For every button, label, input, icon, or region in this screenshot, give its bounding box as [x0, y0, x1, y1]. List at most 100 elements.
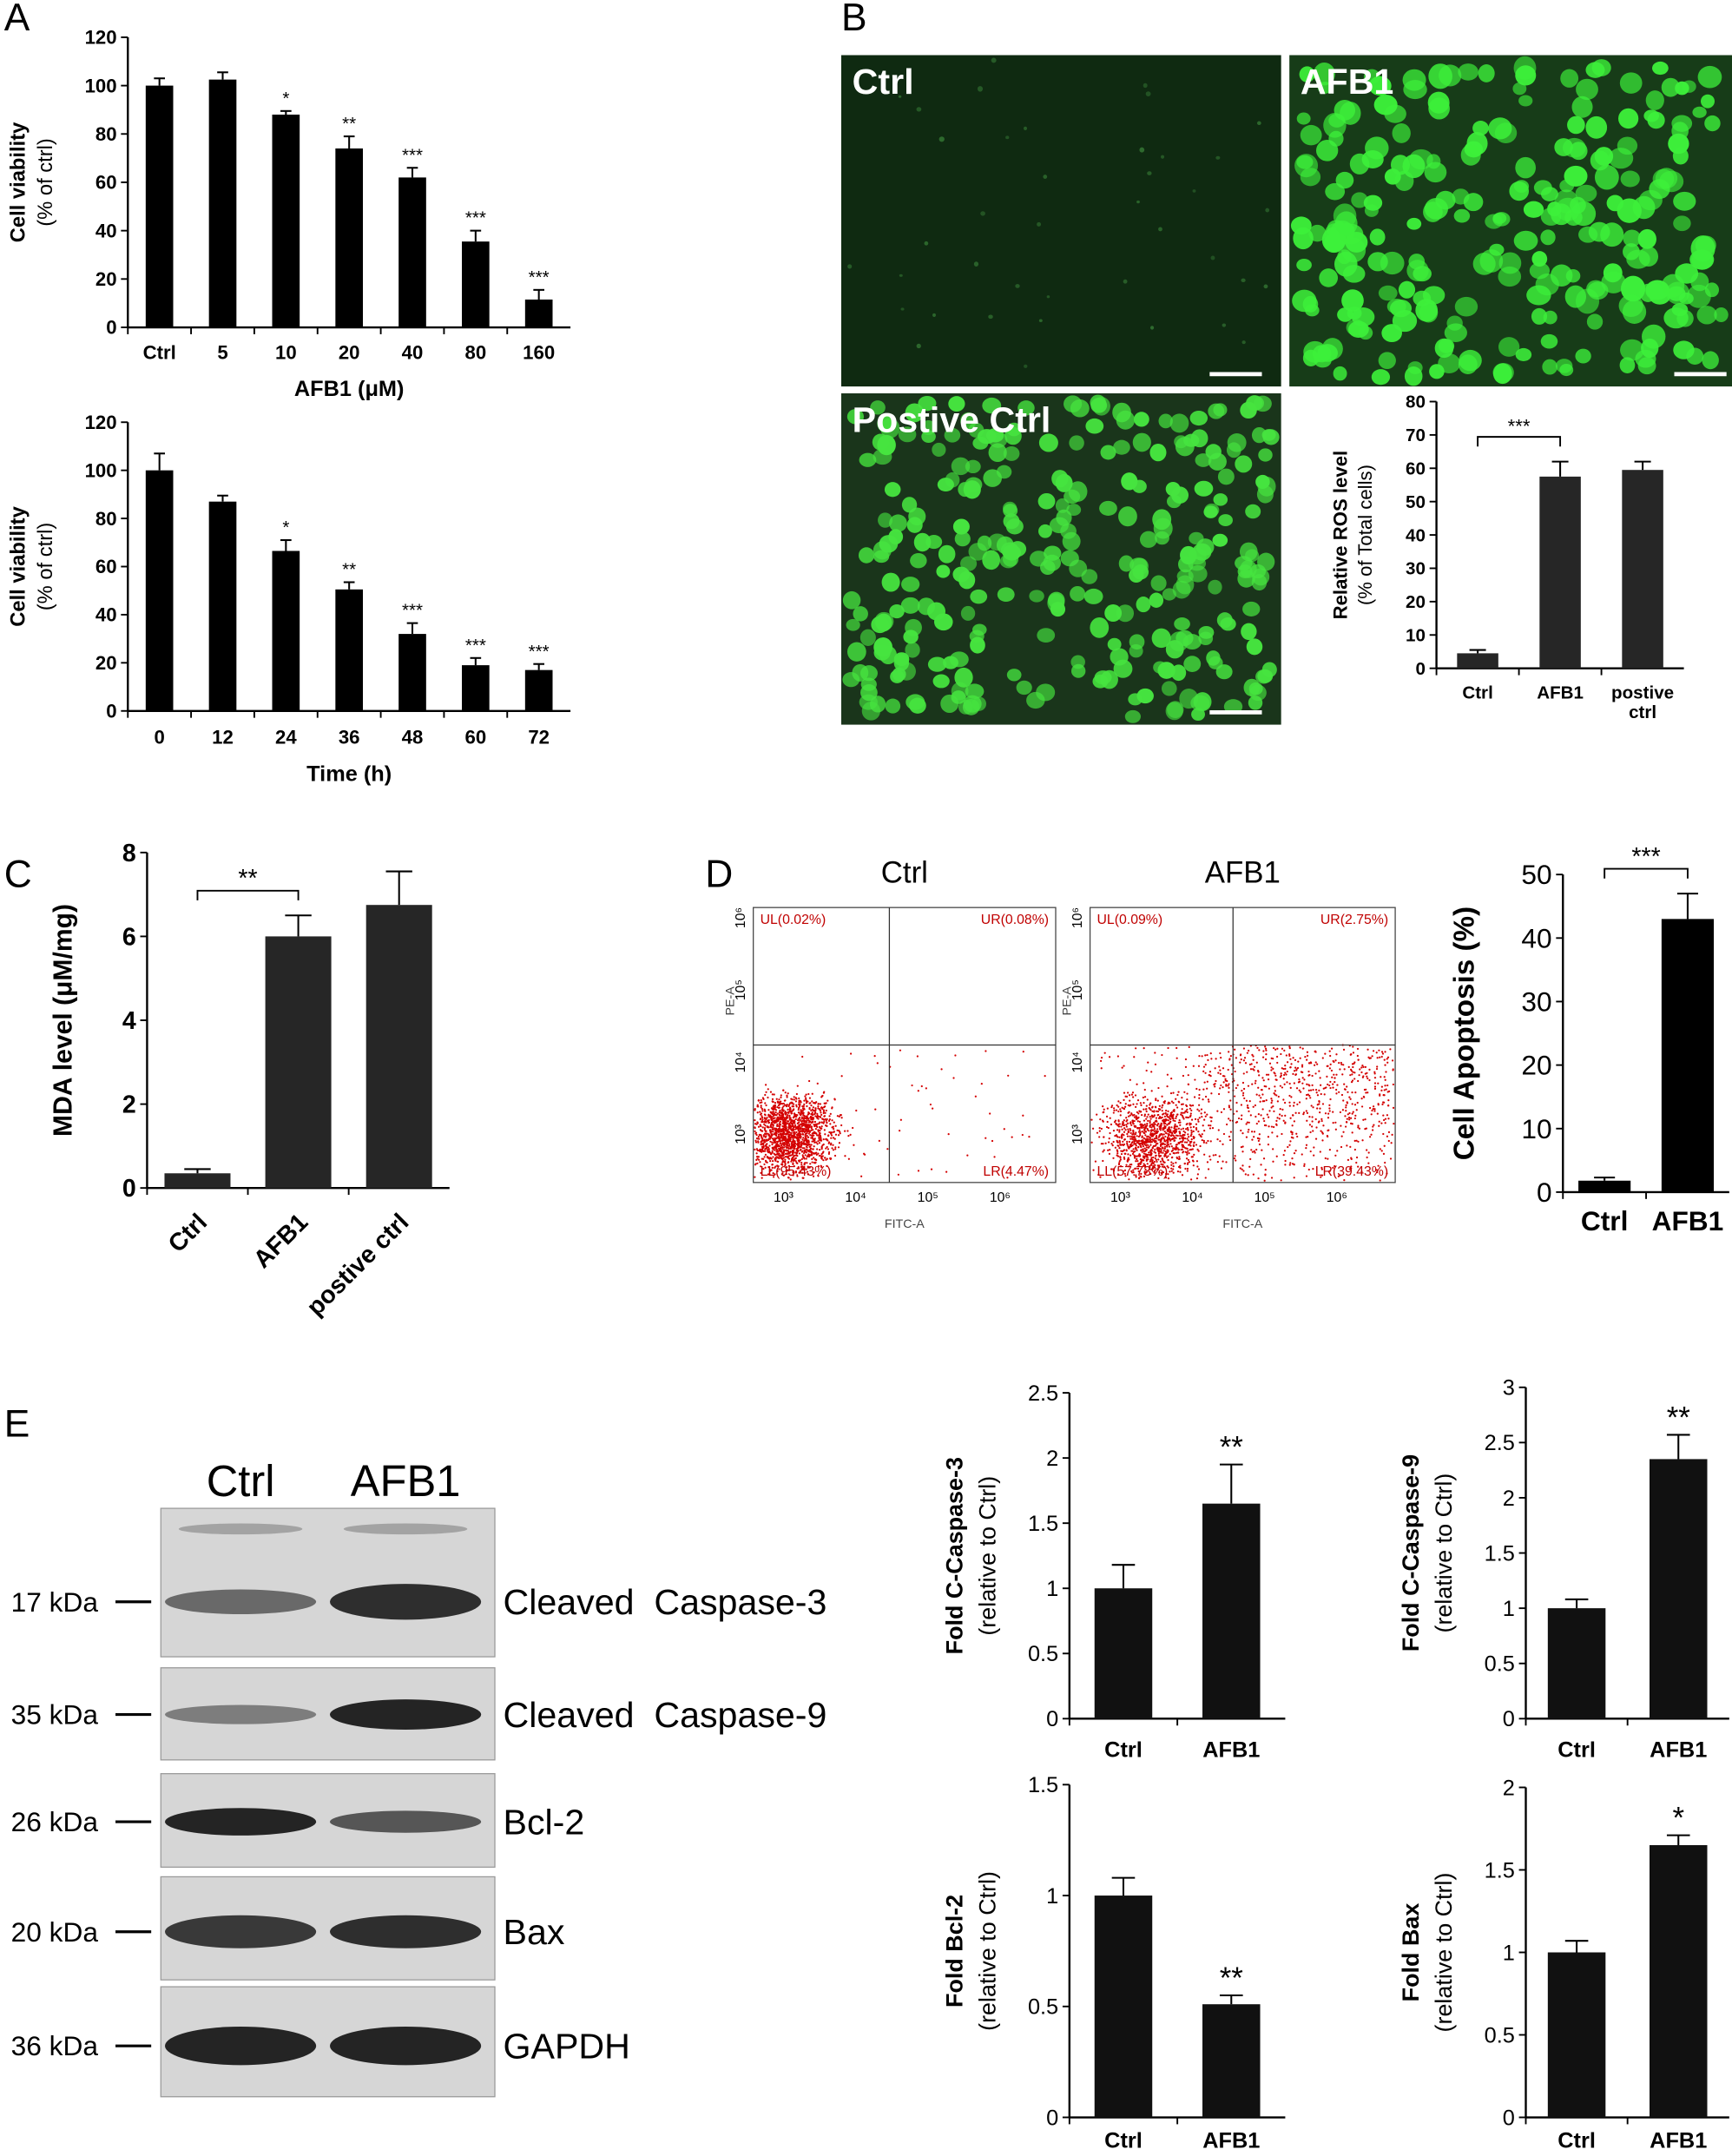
cell-event: [830, 1137, 833, 1139]
cell-event: [794, 1157, 796, 1160]
cell-event: [1150, 1162, 1154, 1164]
cell-event: [789, 1147, 792, 1150]
y-tick-label: 60: [95, 172, 117, 194]
cell: [917, 597, 936, 616]
cell-event: [1129, 1135, 1131, 1137]
cell-event: [1335, 1053, 1338, 1056]
cell-event: [819, 1132, 821, 1135]
cell-event: [1241, 1089, 1243, 1092]
cell-event: [1109, 1131, 1111, 1135]
cell-event: [1217, 1092, 1221, 1096]
cell-event: [1248, 1049, 1250, 1052]
cell-event: [766, 1150, 768, 1152]
cell-event: [1135, 1139, 1138, 1143]
cell-event: [1141, 1130, 1143, 1133]
cell-event: [1139, 1131, 1142, 1133]
cell-event: [789, 1146, 792, 1149]
cell: [1183, 656, 1202, 673]
error-bar: [154, 452, 165, 471]
cell-event: [1387, 1139, 1390, 1143]
cell-event: [784, 1099, 787, 1102]
cell-event: [1154, 1148, 1156, 1151]
cell-event: [1202, 1065, 1206, 1068]
cell-event: [1175, 1115, 1178, 1118]
cell-event: [1368, 1068, 1371, 1071]
cell: [1409, 148, 1433, 170]
cell-event: [1352, 1111, 1354, 1113]
cell-event: [1179, 1132, 1182, 1135]
cell-event: [810, 1109, 813, 1111]
cell-event: [1243, 1057, 1247, 1059]
cell-event: [1341, 1109, 1345, 1111]
cell-event: [1195, 1087, 1198, 1091]
cell-event: [1149, 1144, 1152, 1146]
cell-event: [797, 1150, 800, 1152]
cell-event: [1366, 1149, 1368, 1151]
cell-event: [1175, 1125, 1177, 1128]
cell-event: [1188, 1152, 1190, 1155]
cell-event: [1257, 1086, 1260, 1089]
cell-event: [786, 1117, 788, 1119]
cell-event: [1121, 1133, 1123, 1136]
cell-event: [1281, 1047, 1284, 1050]
cell-event: [820, 1139, 823, 1142]
cell-event: [1137, 1164, 1140, 1166]
cell-event: [760, 1134, 762, 1137]
cell: [1554, 138, 1573, 156]
cell-event: [1228, 1091, 1230, 1093]
cell-event: [1316, 1107, 1319, 1110]
cell-event: [769, 1091, 773, 1093]
cell-event: [798, 1099, 800, 1102]
y-tick-label: 10: [1406, 625, 1426, 645]
cell: [968, 422, 985, 438]
cell-event: [1382, 1152, 1386, 1156]
cell: [916, 343, 921, 349]
cell: [1217, 468, 1235, 485]
cell-event: [774, 1153, 777, 1157]
cell-event: [1319, 1107, 1321, 1110]
x-tick-label: AFB1: [1537, 683, 1584, 703]
cell-event: [769, 1153, 773, 1156]
cell-event: [1203, 1111, 1206, 1114]
flow-y-tick-label: 10⁵: [734, 979, 748, 1000]
cell-event: [1367, 1048, 1369, 1051]
cell-event: [1162, 1113, 1164, 1116]
cell-event: [809, 1145, 812, 1148]
cell-event: [1353, 1148, 1356, 1151]
cell-event: [813, 1113, 816, 1116]
cell-event: [1305, 1146, 1307, 1150]
cell-event: [1342, 1131, 1345, 1133]
error-bar: [1564, 1940, 1589, 1953]
cell-event: [761, 1142, 764, 1145]
cell-event: [812, 1132, 814, 1135]
cell-event: [1321, 1103, 1325, 1105]
cell-event: [1343, 1179, 1346, 1182]
error-bar: [1111, 1564, 1136, 1589]
cell: [1299, 66, 1315, 82]
cell-event: [754, 1126, 756, 1129]
cell-event: [1376, 1065, 1379, 1068]
cell-event: [1178, 1101, 1181, 1104]
cell-event: [1180, 1128, 1182, 1131]
cell: [1652, 61, 1669, 76]
cell-event: [766, 1155, 768, 1158]
cell-event: [1188, 1161, 1191, 1164]
cell-event: [822, 1109, 825, 1111]
cell-event: [1166, 1085, 1169, 1088]
cell-event: [794, 1160, 797, 1163]
cell-event: [1146, 1124, 1149, 1127]
cell-event: [1314, 1050, 1317, 1052]
cell-event: [1122, 1144, 1125, 1147]
cell-event: [1170, 1167, 1173, 1170]
cell-event: [1289, 1058, 1292, 1060]
cell-event: [1170, 1170, 1173, 1172]
cell-event: [1336, 1150, 1339, 1152]
cell: [1149, 326, 1155, 330]
cell-event: [1161, 1116, 1163, 1119]
cell: [1371, 369, 1391, 386]
cell-event: [1151, 1160, 1154, 1163]
cell-event: [1276, 1047, 1279, 1050]
cell-event: [1356, 1101, 1359, 1104]
error-bar: [1634, 460, 1651, 471]
cell-event: [774, 1159, 777, 1162]
